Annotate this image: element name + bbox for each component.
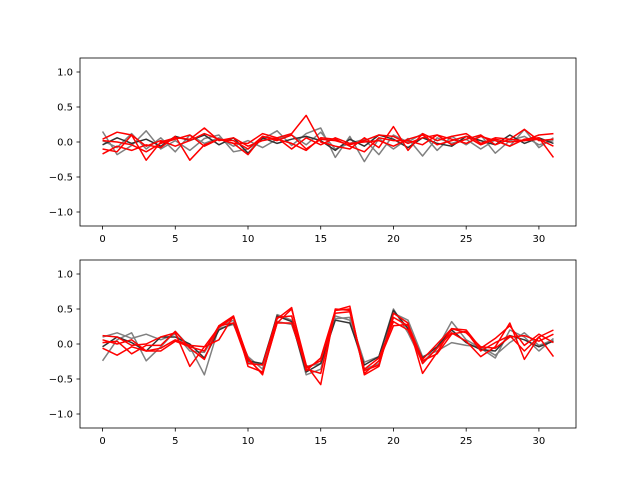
y-tick-label: 0.0: [57, 138, 73, 149]
x-tick-label: 15: [314, 436, 327, 447]
bottom-subplot: 0 5 10 15 20 25 30 −1.0 −0.5 0.0 0.5 1.0: [49, 259, 577, 447]
y-tick-label: −1.0: [49, 208, 73, 219]
series-line-7: [102, 132, 554, 153]
x-tick-label: 20: [387, 436, 400, 447]
x-tick-label: 25: [460, 234, 473, 245]
x-tick-label: 30: [533, 436, 546, 447]
top-subplot: 0 5 10 15 20 25 30 −1.0 −0.5 0.0 0.5 1.0: [49, 57, 577, 245]
y-tick-label: −1.0: [49, 410, 73, 421]
y-tick-label: −0.5: [49, 173, 73, 184]
series-line-1: [101, 127, 554, 163]
series-line-3: [102, 134, 554, 154]
x-tick-label: 15: [314, 234, 327, 245]
y-tick-label: 1.0: [57, 270, 73, 281]
y-tick-label: 1.0: [57, 68, 73, 79]
series-line-5: [102, 305, 554, 376]
y-tick-label: −0.5: [49, 375, 73, 386]
x-tick-label: 5: [172, 234, 178, 245]
x-tick-label: 0: [99, 234, 105, 245]
y-tick-label: 0.5: [57, 305, 73, 316]
x-tick-label: 30: [533, 234, 546, 245]
x-tick-label: 20: [387, 234, 400, 245]
x-tick-label: 10: [242, 234, 255, 245]
x-tick-label: 25: [460, 436, 473, 447]
x-tick-label: 0: [99, 436, 105, 447]
y-tick-label: 0.5: [57, 103, 73, 114]
series-line-4: [102, 134, 555, 161]
x-tick-label: 5: [172, 436, 178, 447]
y-tick-label: 0.0: [57, 340, 73, 351]
series-line-7: [102, 308, 555, 375]
series-line-6: [102, 128, 554, 156]
series-line-6: [102, 311, 554, 373]
x-tick-label: 10: [242, 436, 255, 447]
